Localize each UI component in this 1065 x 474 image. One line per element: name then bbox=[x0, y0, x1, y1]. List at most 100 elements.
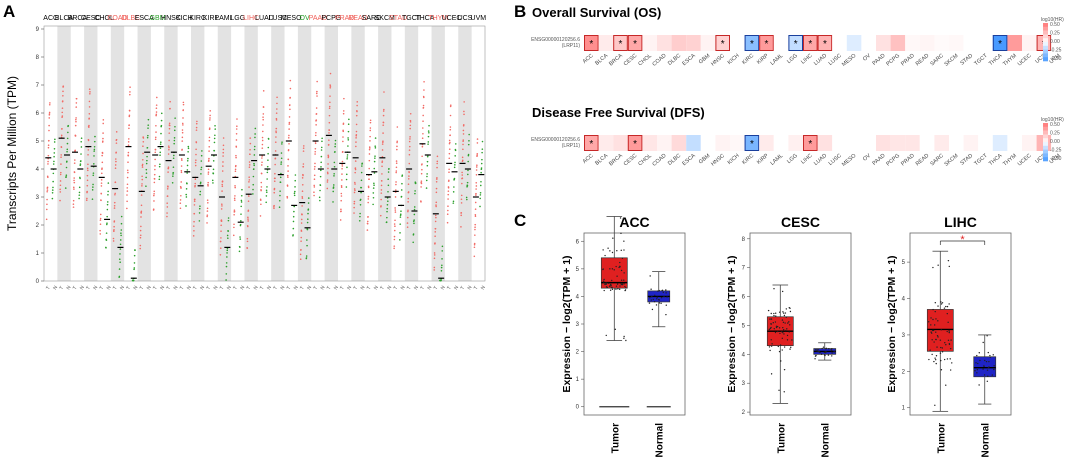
normal-point bbox=[239, 223, 242, 226]
normal-point bbox=[347, 145, 349, 147]
normal-point bbox=[93, 150, 95, 152]
dfs-col-label: UCEC bbox=[1017, 153, 1033, 168]
normal-point bbox=[94, 135, 96, 138]
normal-point bbox=[65, 174, 68, 177]
tumor-point bbox=[461, 156, 464, 159]
group-sublabel: T bbox=[259, 285, 266, 291]
os-col-label: KICH bbox=[727, 53, 741, 66]
os-cell-prad bbox=[905, 35, 920, 51]
tumor-point bbox=[448, 152, 451, 155]
normal-point bbox=[305, 255, 308, 257]
normal-point bbox=[334, 145, 336, 148]
tumor-point bbox=[341, 173, 343, 175]
normal-point bbox=[480, 167, 483, 169]
tumor-point bbox=[168, 139, 170, 142]
cesc-point bbox=[773, 312, 775, 315]
cesc-title: CESC bbox=[781, 214, 820, 230]
acc-point bbox=[605, 286, 608, 288]
tumor-point bbox=[262, 124, 264, 126]
cesc-ytick-label: 5 bbox=[742, 323, 746, 329]
tumor-point bbox=[59, 188, 61, 191]
tumor-point bbox=[206, 215, 208, 218]
acc-point bbox=[649, 275, 651, 277]
tumor-point bbox=[220, 224, 222, 227]
normal-point bbox=[159, 154, 161, 156]
normal-point bbox=[160, 124, 163, 127]
dfs-cell-ucec bbox=[1022, 135, 1037, 151]
tumor-point bbox=[473, 243, 476, 246]
acc-point bbox=[611, 251, 614, 254]
tumor-point bbox=[476, 142, 479, 144]
dfs-cell-kirc bbox=[744, 135, 760, 151]
tumor-point bbox=[112, 237, 115, 240]
os-sig-box bbox=[584, 35, 599, 51]
tumor-point bbox=[153, 173, 156, 176]
tumor-point bbox=[328, 114, 331, 117]
tumor-point bbox=[342, 136, 344, 138]
tumor-point bbox=[302, 165, 305, 168]
tumor-point bbox=[139, 236, 142, 239]
dfs-col-label: LAML bbox=[770, 153, 785, 167]
normal-point bbox=[319, 175, 322, 178]
lihc-point bbox=[934, 310, 936, 313]
tumor-point bbox=[153, 192, 155, 195]
tumor-point bbox=[194, 161, 197, 164]
normal-point bbox=[225, 265, 228, 268]
column-shade-cesc bbox=[84, 26, 98, 281]
group-sublabel: T bbox=[125, 285, 132, 291]
tumor-point bbox=[313, 178, 316, 181]
cancer-label-chol: CHOL bbox=[94, 15, 114, 22]
tumor-point bbox=[221, 180, 224, 183]
tumor-point bbox=[248, 166, 251, 168]
tumor-point bbox=[275, 136, 277, 138]
acc-point bbox=[611, 288, 614, 291]
os-sig-star: * bbox=[808, 39, 812, 50]
normal-point bbox=[373, 184, 375, 187]
tumor-point bbox=[196, 120, 198, 123]
tumor-point bbox=[74, 124, 77, 127]
normal-point bbox=[64, 187, 67, 189]
tumor-point bbox=[366, 229, 369, 231]
tumor-point bbox=[407, 191, 410, 193]
tumor-point bbox=[221, 203, 223, 206]
normal-point bbox=[213, 137, 216, 140]
normal-point bbox=[78, 191, 81, 194]
cesc-point bbox=[815, 354, 817, 357]
normal-point bbox=[185, 196, 188, 198]
tumor-point bbox=[460, 214, 462, 217]
tumor-point bbox=[46, 186, 49, 189]
normal-point bbox=[441, 250, 444, 252]
lihc-point bbox=[935, 338, 937, 341]
normal-point bbox=[133, 254, 136, 257]
os-sig-box bbox=[803, 35, 818, 51]
tumor-point bbox=[421, 145, 424, 148]
normal-point bbox=[172, 175, 174, 177]
tumor-point bbox=[383, 91, 385, 93]
tumor-point bbox=[180, 169, 183, 172]
dfs-legend-tick: 0.25 bbox=[1050, 131, 1060, 137]
lihc-point bbox=[949, 369, 952, 371]
tumor-point bbox=[155, 114, 157, 117]
tumor-point bbox=[354, 160, 357, 162]
tumor-point bbox=[355, 123, 358, 126]
tumor-point bbox=[100, 185, 103, 187]
group-sublabel: N bbox=[199, 285, 206, 291]
tumor-point bbox=[275, 127, 278, 130]
normal-point bbox=[240, 199, 243, 202]
tumor-point bbox=[314, 147, 317, 150]
tumor-point bbox=[355, 137, 357, 139]
tumor-point bbox=[329, 85, 332, 87]
tumor-point bbox=[286, 174, 289, 177]
acc-point bbox=[615, 265, 617, 268]
tumor-point bbox=[88, 126, 90, 128]
tumor-point bbox=[47, 160, 49, 163]
os-cell-lihc bbox=[803, 35, 818, 51]
cesc-point bbox=[783, 391, 785, 393]
group-sublabel: T bbox=[206, 285, 213, 291]
normal-point bbox=[319, 184, 322, 187]
tumor-point bbox=[342, 110, 345, 112]
tumor-point bbox=[433, 257, 436, 260]
lihc-ytick-label: 4 bbox=[902, 297, 906, 303]
normal-point bbox=[293, 210, 295, 213]
y-tick-label: 3 bbox=[36, 195, 40, 201]
